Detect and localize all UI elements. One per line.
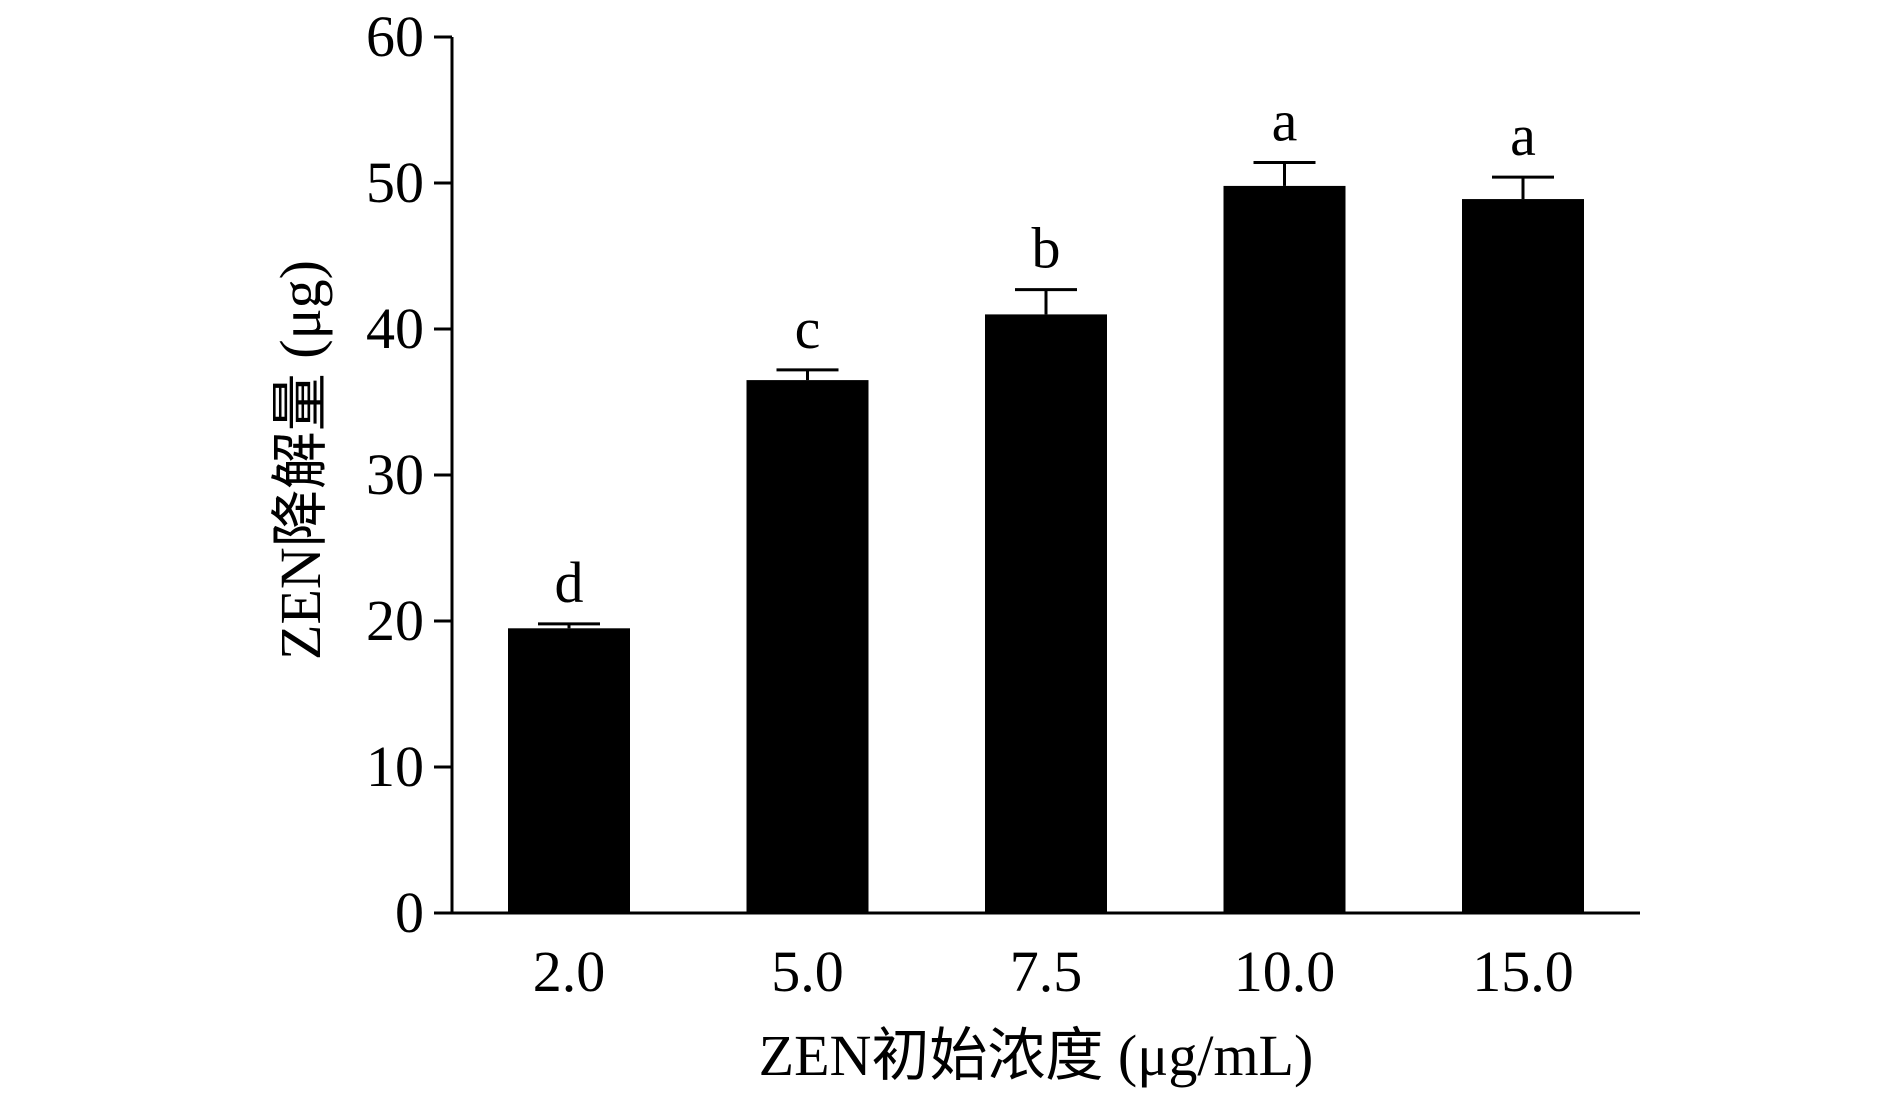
significance-label: c: [795, 296, 821, 361]
y-tick-label: 30: [366, 442, 424, 507]
x-axis-title: ZEN初始浓度 (μg/mL): [759, 1023, 1314, 1088]
bars-group: [508, 185, 1584, 914]
significance-label: b: [1032, 216, 1061, 281]
y-axis-title: ZEN降解量 (μg): [268, 260, 333, 660]
y-tick-label: 20: [366, 588, 424, 653]
x-tick-label: 2.0: [533, 939, 606, 1004]
y-tick-label: 60: [366, 4, 424, 69]
bar: [1223, 185, 1346, 914]
error-bars-group: [538, 161, 1554, 629]
bar: [508, 628, 630, 913]
x-tick-label: 10.0: [1234, 939, 1336, 1004]
y-tick-label: 10: [366, 734, 424, 799]
significance-label: a: [1510, 103, 1536, 168]
y-tick-label: 50: [366, 150, 424, 215]
x-ticks-group: 2.0 5.0 7.5 10.0 15.0: [533, 939, 1574, 1004]
significance-labels-group: d c b a a: [555, 89, 1536, 615]
bar: [746, 380, 869, 914]
x-tick-label: 7.5: [1010, 939, 1083, 1004]
bar: [1462, 199, 1584, 913]
bar: [985, 314, 1107, 913]
x-tick-label: 5.0: [771, 939, 844, 1004]
y-tick-label: 40: [366, 296, 424, 361]
x-tick-label: 15.0: [1472, 939, 1574, 1004]
significance-label: a: [1272, 89, 1298, 154]
significance-label: d: [555, 550, 584, 615]
y-tick-label: 0: [395, 880, 424, 945]
y-ticks-group: 0 10 20 30 40 50 60: [366, 4, 452, 945]
